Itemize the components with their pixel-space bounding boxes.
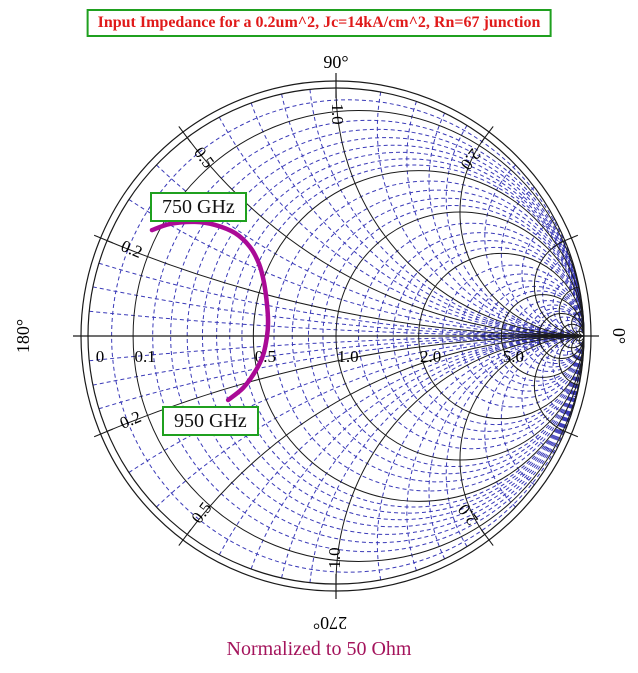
- resistance-label-0: 0: [96, 347, 105, 366]
- resistance-label-1.0: 1.0: [337, 347, 358, 366]
- angle-label-180: 180°: [13, 319, 33, 353]
- angle-label-270: 270°: [313, 613, 347, 633]
- reactance-label-minus-1.0: 1.0: [325, 547, 344, 568]
- freq-label-950ghz-text: 950 GHz: [174, 410, 247, 432]
- reactance-label-1.0: 1.0: [328, 103, 347, 124]
- resistance-label-5.0: 5.0: [503, 347, 524, 366]
- chart-title-text: Input Impedance for a 0.2um^2, Jc=14kA/c…: [97, 14, 541, 31]
- resistance-label-0.1: 0.1: [134, 347, 155, 366]
- freq-label-750ghz: 750 GHz: [150, 192, 247, 222]
- reactance-label-minus-0.2: 0.2: [117, 407, 144, 433]
- reactance-label-minus-0.5: 0.5: [188, 498, 216, 526]
- chart-title: Input Impedance for a 0.2um^2, Jc=14kA/c…: [86, 9, 552, 37]
- reactance-label-2.0: 2.0: [457, 145, 485, 173]
- resistance-label-2.0: 2.0: [420, 347, 441, 366]
- freq-label-950ghz: 950 GHz: [162, 406, 259, 436]
- impedance-trace: [149, 219, 271, 403]
- smith-rim: [80, 73, 592, 599]
- chart-caption: Normalized to 50 Ohm: [226, 638, 412, 660]
- reactance-label-0.2: 0.2: [118, 236, 145, 262]
- angle-label-90: 90°: [323, 52, 348, 72]
- freq-label-750ghz-text: 750 GHz: [162, 196, 235, 218]
- smith-axis-labels: 0 0.1 0.5 1.0 2.0 5.00.20.20.50.51.01.02.02.0…: [13, 52, 629, 633]
- smith-grid-major: [73, 87, 599, 585]
- angle-label-0: 0°: [609, 328, 629, 344]
